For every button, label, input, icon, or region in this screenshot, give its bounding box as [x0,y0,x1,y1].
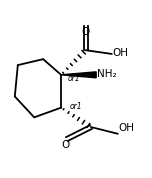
Text: or1: or1 [68,74,80,83]
Text: O: O [61,140,70,150]
Text: OH: OH [119,123,135,133]
Text: NH₂: NH₂ [97,69,117,79]
Text: or1: or1 [69,102,82,111]
Text: OH: OH [113,48,129,58]
Text: O: O [82,27,90,37]
Polygon shape [61,72,96,78]
